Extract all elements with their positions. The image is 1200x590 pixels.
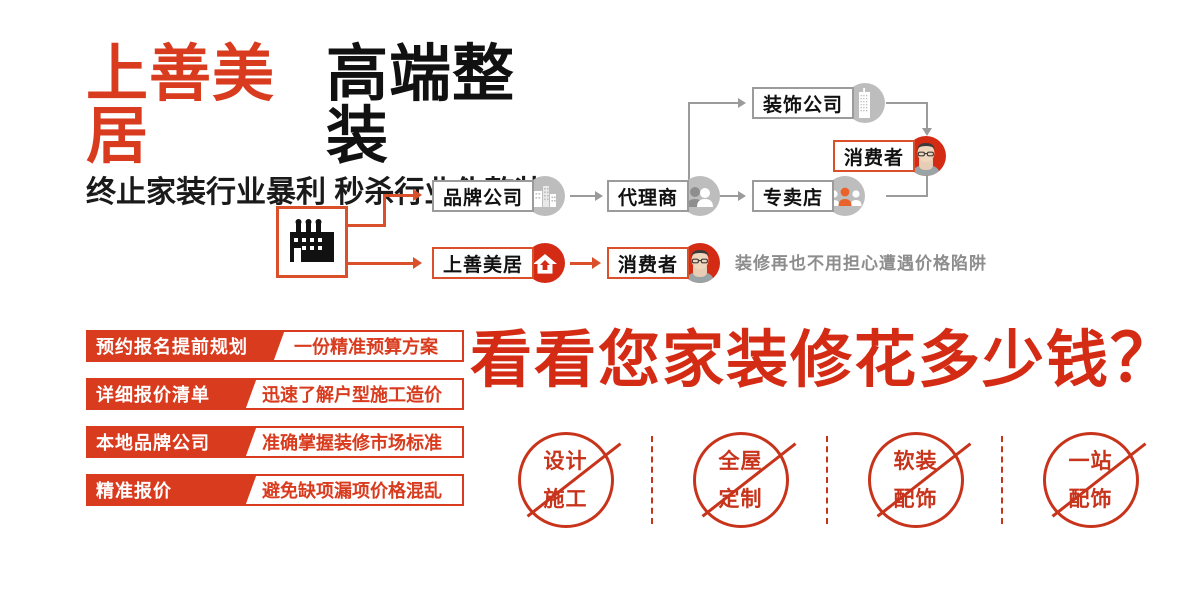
brand-suffix: 高端整装 bbox=[326, 40, 516, 171]
node-agent: 代理商 bbox=[607, 176, 721, 216]
feature-list: 预约报名提前规划 一份精准预算方案 详细报价清单 迅速了解户型施工造价 本地品牌… bbox=[86, 330, 464, 522]
feature-left-label: 精准报价 bbox=[88, 476, 236, 504]
badge-top-label: 软装 bbox=[893, 450, 938, 473]
node-consumer-top: 消费者 bbox=[833, 136, 947, 176]
big-question-text: 看看您家装修花多少钱 bbox=[470, 323, 1111, 396]
arrow-to-shangshan bbox=[413, 257, 422, 269]
brand-title: 上善美居 bbox=[86, 40, 276, 171]
feature-right-label: 一份精准预算方案 bbox=[294, 337, 438, 357]
feature-right-label: 避免缺项漏项价格混乱 bbox=[262, 481, 442, 501]
line-decor-right bbox=[886, 102, 928, 104]
line-factory-to-shangshan bbox=[348, 262, 415, 265]
node-brand-company-label: 品牌公司 bbox=[432, 180, 535, 212]
badge-top-label: 一站 bbox=[1068, 450, 1113, 473]
crossed-circle-badge: 软装 配饰 bbox=[867, 432, 971, 528]
feature-right-label: 准确掌握装修市场标准 bbox=[262, 433, 442, 453]
crossed-circle-badge: 全屋 定制 bbox=[692, 432, 796, 528]
factory-node bbox=[276, 206, 348, 278]
line-shop-right bbox=[886, 195, 928, 197]
badge-divider bbox=[1001, 436, 1003, 524]
node-shangshan-label: 上善美居 bbox=[432, 247, 535, 279]
badge-item[interactable]: 一站 配饰 bbox=[1003, 420, 1178, 540]
excluded-services-list: 设计 施工 全屋 定制 软装 配饰 一站 配饰 bbox=[478, 420, 1178, 540]
badge-bottom-label: 定制 bbox=[718, 488, 763, 511]
line-to-decor bbox=[688, 102, 740, 104]
node-agent-label: 代理商 bbox=[607, 180, 690, 212]
feature-left-label: 预约报名提前规划 bbox=[88, 332, 264, 360]
arrow-down-to-consumer bbox=[922, 128, 932, 136]
feature-bar[interactable]: 本地品牌公司 准确掌握装修市场标准 bbox=[86, 426, 464, 458]
node-consumer-bottom: 消费者 bbox=[607, 243, 721, 283]
line-decor-down bbox=[926, 102, 928, 130]
arrow-to-agent bbox=[595, 191, 603, 201]
node-exclusive-shop: 专卖店 bbox=[752, 176, 866, 216]
supply-chain-diagram: 品牌公司 代理商 bbox=[276, 83, 987, 283]
badge-bottom-label: 配饰 bbox=[893, 488, 938, 511]
badge-divider bbox=[651, 436, 653, 524]
headline-row: 上善美居 高端整装 bbox=[86, 44, 566, 168]
node-consumer-bottom-label: 消费者 bbox=[607, 247, 690, 279]
badge-bottom-label: 施工 bbox=[543, 488, 588, 511]
line-brand-to-agent bbox=[570, 195, 596, 197]
badge-item[interactable]: 全屋 定制 bbox=[653, 420, 828, 540]
headline-block: 上善美居 高端整装 终止家装行业暴利 秒杀行业伪整装 bbox=[86, 44, 566, 208]
badge-top-label: 全屋 bbox=[718, 450, 763, 473]
node-exclusive-shop-label: 专卖店 bbox=[752, 180, 835, 212]
line-shop-up bbox=[926, 172, 928, 197]
big-question-headline: 看看您家装修花多少钱？ bbox=[470, 326, 1178, 392]
badge-divider bbox=[826, 436, 828, 524]
flow-caption: 装修再也不用担心遭遇价格陷阱 bbox=[735, 254, 987, 273]
node-shangshan: 上善美居 bbox=[432, 243, 566, 283]
line-factory-up bbox=[383, 194, 386, 227]
line-agent-to-shop bbox=[712, 195, 738, 197]
arrow-to-shop bbox=[738, 191, 746, 201]
line-to-brand bbox=[383, 194, 415, 197]
line-factory-to-brand bbox=[348, 224, 386, 227]
node-consumer-top-label: 消费者 bbox=[833, 140, 916, 172]
factory-icon bbox=[290, 219, 334, 262]
badge-top-label: 设计 bbox=[543, 450, 588, 473]
arrow-to-brand-company bbox=[413, 189, 422, 201]
arrow-to-decor-company bbox=[738, 98, 746, 108]
node-decor-company: 装饰公司 bbox=[752, 83, 886, 123]
badge-item[interactable]: 设计 施工 bbox=[478, 420, 653, 540]
line-agent-up bbox=[688, 102, 690, 198]
crossed-circle-badge: 设计 施工 bbox=[517, 432, 621, 528]
node-brand-company: 品牌公司 bbox=[432, 176, 566, 216]
question-mark: ？ bbox=[1110, 320, 1179, 397]
arrow-to-consumer-bottom bbox=[592, 257, 601, 269]
badge-bottom-label: 配饰 bbox=[1068, 488, 1113, 511]
feature-left-label: 本地品牌公司 bbox=[88, 428, 236, 456]
line-shangshan-to-consumer bbox=[570, 262, 594, 265]
feature-right-label: 迅速了解户型施工造价 bbox=[262, 385, 442, 405]
crossed-circle-badge: 一站 配饰 bbox=[1042, 432, 1146, 528]
feature-left-label: 详细报价清单 bbox=[88, 380, 236, 408]
feature-bar[interactable]: 详细报价清单 迅速了解户型施工造价 bbox=[86, 378, 464, 410]
node-decor-company-label: 装饰公司 bbox=[752, 87, 855, 119]
badge-item[interactable]: 软装 配饰 bbox=[828, 420, 1003, 540]
feature-bar[interactable]: 精准报价 避免缺项漏项价格混乱 bbox=[86, 474, 464, 506]
feature-bar[interactable]: 预约报名提前规划 一份精准预算方案 bbox=[86, 330, 464, 362]
